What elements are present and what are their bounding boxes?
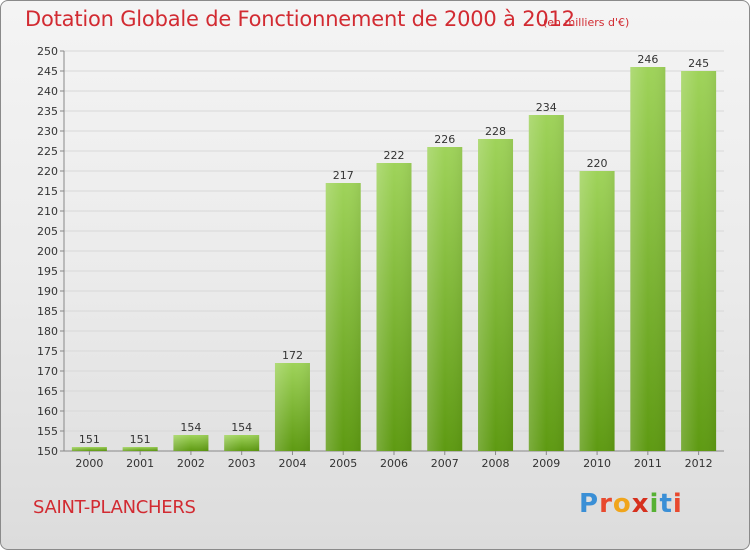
bar-shine xyxy=(376,163,412,451)
chart-title: Dotation Globale de Fonctionnement de 20… xyxy=(25,7,575,31)
logo-letter: i xyxy=(649,489,660,519)
y-tick-label: 245 xyxy=(37,65,58,78)
data-label: 154 xyxy=(180,421,201,434)
logo-letter: o xyxy=(612,489,632,519)
x-tick-label: 2011 xyxy=(634,457,662,470)
y-tick-label: 240 xyxy=(37,85,58,98)
y-tick-label: 160 xyxy=(37,405,58,418)
logo-letter: t xyxy=(659,489,673,519)
y-tick-label: 155 xyxy=(37,425,58,438)
x-tick-label: 2004 xyxy=(278,457,306,470)
bar-shine xyxy=(478,139,514,451)
x-tick-label: 2007 xyxy=(431,457,459,470)
x-tick-labels: 2000 2001 2002 2003 2004 2005 2006 2007 2008 2009… xyxy=(75,451,713,470)
logo-letter: r xyxy=(599,489,613,519)
bar-shine xyxy=(224,435,260,451)
y-tick-label: 175 xyxy=(37,345,58,358)
data-label: 245 xyxy=(688,57,709,70)
y-tick-label: 205 xyxy=(37,225,58,238)
x-tick-label: 2003 xyxy=(228,457,256,470)
logo-letter: x xyxy=(631,489,650,519)
bar-shine xyxy=(325,183,361,451)
y-tick-label: 195 xyxy=(37,265,58,278)
bar-shine xyxy=(630,67,666,451)
data-label: 222 xyxy=(384,149,405,162)
data-label: 151 xyxy=(79,433,100,446)
x-tick-label: 2009 xyxy=(532,457,560,470)
y-tick-label: 225 xyxy=(37,145,58,158)
commune-name: SAINT-PLANCHERS xyxy=(33,497,196,518)
bar-shine xyxy=(173,435,209,451)
y-tick-label: 165 xyxy=(37,385,58,398)
logo-letter: i xyxy=(672,489,683,519)
data-label: 217 xyxy=(333,169,354,182)
bar-shine xyxy=(122,447,158,451)
y-tick-label: 185 xyxy=(37,305,58,318)
x-tick-label: 2012 xyxy=(685,457,713,470)
x-tick-label: 2001 xyxy=(126,457,154,470)
proxiti-logo[interactable]: Proxiti xyxy=(579,489,683,519)
y-tick-label: 250 xyxy=(37,45,58,58)
x-tick-label: 2000 xyxy=(75,457,103,470)
y-tick-label: 220 xyxy=(37,165,58,178)
y-tick-label: 190 xyxy=(37,285,58,298)
x-tick-label: 2002 xyxy=(177,457,205,470)
y-tick-label: 180 xyxy=(37,325,58,338)
data-label: 154 xyxy=(231,421,252,434)
bar-shine xyxy=(579,171,615,451)
y-tick-label: 210 xyxy=(37,205,58,218)
data-labels: 151 151 154 154 172 217 222 226 228 234 220 246 245 xyxy=(79,53,709,446)
x-tick-label: 2008 xyxy=(482,457,510,470)
y-tick-label: 230 xyxy=(37,125,58,138)
bar-shine xyxy=(681,71,717,451)
x-tick-label: 2010 xyxy=(583,457,611,470)
y-tick-label: 150 xyxy=(37,445,58,458)
data-label: 220 xyxy=(587,157,608,170)
x-tick-label: 2006 xyxy=(380,457,408,470)
chart-unit: (en milliers d'€) xyxy=(543,16,630,29)
bar-shine xyxy=(71,447,107,451)
bar-shine xyxy=(274,363,310,451)
y-tick-labels: 150 155 160 165 170 175 180 185 190 195 200 205 210 2… xyxy=(37,45,58,458)
bar-shine xyxy=(528,115,564,451)
data-label: 151 xyxy=(130,433,151,446)
logo-letter: P xyxy=(579,489,600,519)
data-label: 172 xyxy=(282,349,303,362)
bars xyxy=(71,67,717,451)
y-tick-label: 235 xyxy=(37,105,58,118)
x-tick-label: 2005 xyxy=(329,457,357,470)
data-label: 234 xyxy=(536,101,557,114)
y-tick-label: 215 xyxy=(37,185,58,198)
bar-shine xyxy=(427,147,463,451)
data-label: 226 xyxy=(434,133,455,146)
data-label: 246 xyxy=(637,53,658,66)
y-tick-label: 170 xyxy=(37,365,58,378)
data-label: 228 xyxy=(485,125,506,138)
y-tick-label: 200 xyxy=(37,245,58,258)
